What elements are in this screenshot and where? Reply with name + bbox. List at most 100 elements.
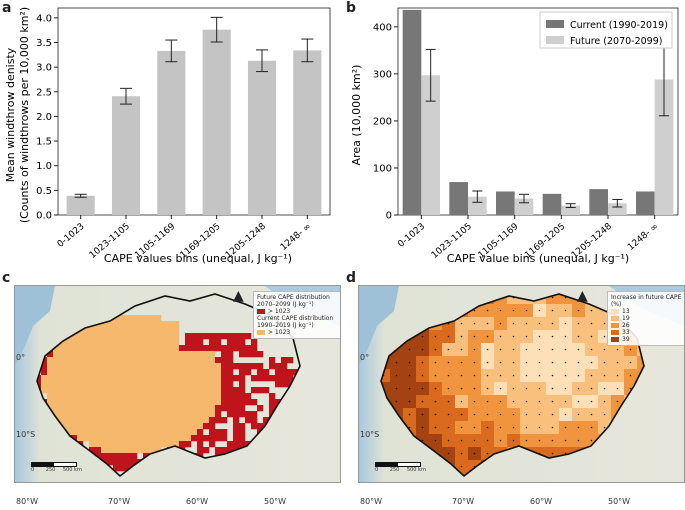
bar-b-series-2 [421,75,440,216]
lon-60w-c: 60°W [186,497,209,506]
map-c-cell [125,465,132,472]
map-d-significance-dot [590,361,593,364]
map-c-cell [89,333,96,340]
map-d-significance-dot [460,348,463,351]
map-c-cell [149,417,156,424]
map-d-significance-dot [434,387,437,390]
map-c-cell [227,369,234,376]
map-d-significance-dot [538,413,541,416]
map-d-significance-dot [460,374,463,377]
map-c-cell [143,387,150,394]
map-d-cell [381,369,391,383]
map-c-cell [245,351,252,358]
map-d-significance-dot [421,348,424,351]
map-c-cell [191,423,198,430]
map-d-significance-dot [499,387,502,390]
map-d-significance-dot [590,374,593,377]
map-d-significance-dot [460,322,463,325]
map-c-cell [119,369,126,376]
map-c-cell [71,369,78,376]
legend-d-swatch [611,309,619,314]
scale-250-d: 250 [389,467,400,473]
map-c-cell [173,393,180,400]
map-c-cell [167,393,174,400]
map-c-svg [15,286,340,482]
map-c-cell [203,357,210,364]
map-c-cell [119,411,126,418]
scale-250: 250 [45,467,56,473]
map-c-cell [89,393,96,400]
map-d-significance-dot [460,361,463,364]
map-d-significance-dot [538,309,541,312]
map-c-cell [83,387,90,394]
map-c-cell [215,411,222,418]
map-c-cell [125,333,132,340]
map-c-cell [269,363,276,370]
map-c-cell [107,369,114,376]
legend-d-row: 19 [611,315,683,322]
map-c-cell [155,333,162,340]
map-c-cell [107,357,114,364]
map-c-cell [239,387,246,394]
map-c-cell [107,399,114,406]
map-c-cell [41,375,48,382]
map-d-significance-dot [616,400,619,403]
map-c-cell [209,393,216,400]
map-c-cell [209,423,216,430]
map-c-cell [149,429,156,436]
map-d-significance-dot [590,335,593,338]
map-c-cell [215,429,222,436]
map-c-cell [119,345,126,352]
map-c-cell [185,333,192,340]
map-c-cell [107,441,114,448]
map-c-cell [233,345,240,352]
map-c-cell [167,435,174,442]
map-c-cell [137,441,144,448]
map-c-cell [53,393,60,400]
map-c-cell [167,411,174,418]
map-c-cell [101,423,108,430]
map-c-cell [95,429,102,436]
map-c-cell [101,429,108,436]
map-c-cell [53,369,60,376]
map-c-cell [131,441,138,448]
legend-b-label: Current (1990-2019) [570,20,668,31]
map-c-cell [149,387,156,394]
map-c-cell [83,429,90,436]
map-c-cell [83,363,90,370]
map-d-significance-dot [564,335,567,338]
map-c-cell [191,417,198,424]
map-c-cell [209,399,216,406]
map-c-cell [161,357,168,364]
map-c-cell [119,375,126,382]
map-c-cell [197,399,204,406]
map-d-significance-dot [564,387,567,390]
map-c-cell [137,321,144,328]
map-c-cell [47,381,54,388]
map-c-cell [113,423,120,430]
map-c-cell [269,375,276,382]
map-c-cell [221,435,228,442]
map-c-cell [131,453,138,460]
map-d-significance-dot [512,335,515,338]
xtick-label-a: 0-1023 [56,222,87,250]
map-d-significance-dot [447,413,450,416]
map-c-cell [167,399,174,406]
legend-b-label: Future (2070-2099) [570,36,662,47]
map-d-significance-dot [408,426,411,429]
map-d-significance-dot [512,387,515,390]
map-d-significance-dot [525,309,528,312]
map-c-cell [179,411,186,418]
map-c-cell [77,357,84,364]
map-d-significance-dot [499,413,502,416]
map-c-cell [149,357,156,364]
map-d-significance-dot [460,465,463,468]
map-d-significance-dot [408,361,411,364]
map-c-cell [209,381,216,388]
map-c-cell [197,405,204,412]
map-c-cell [191,381,198,388]
map-c-cell [95,447,102,454]
map-c-cell [149,369,156,376]
map-d-significance-dot [564,400,567,403]
map-c-cell [137,417,144,424]
